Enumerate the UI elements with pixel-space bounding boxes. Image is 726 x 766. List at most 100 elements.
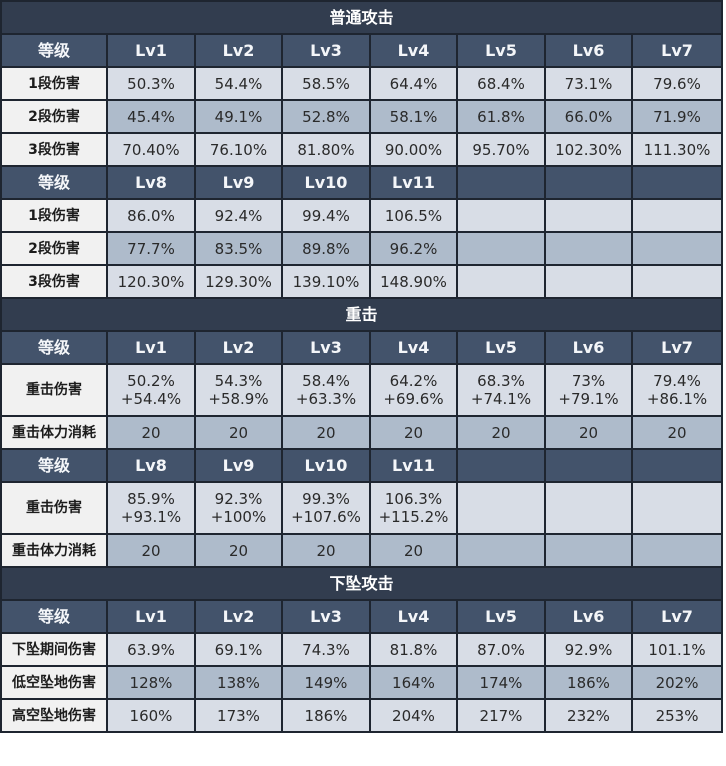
value-cell: 76.10% xyxy=(194,132,283,167)
level-column-header: Lv5 xyxy=(456,599,546,634)
value-cell: 20 xyxy=(456,415,546,450)
base-value: 73% xyxy=(571,372,606,390)
level-header-row: 等级 Lv8 Lv9 Lv10 Lv11 xyxy=(0,448,724,483)
value-cell: 45.4% xyxy=(106,99,196,134)
base-value: 68.3% xyxy=(477,372,525,390)
level-column-header: Lv4 xyxy=(369,330,458,365)
value-cell xyxy=(544,533,633,568)
extra-value: +69.6% xyxy=(383,390,444,408)
value-cell: 149% xyxy=(281,665,371,700)
value-cell: 79.6% xyxy=(630,66,724,101)
row-label: 3段伤害 xyxy=(0,132,108,167)
value-cell: 186% xyxy=(544,665,633,700)
level-column-header: Lv3 xyxy=(281,599,371,634)
value-cell: 68.4% xyxy=(456,66,546,101)
section-title-row: 重击 xyxy=(0,297,724,332)
level-header-row: 等级 Lv1 Lv2 Lv3 Lv4 Lv5 Lv6 Lv7 xyxy=(0,330,724,365)
value-cell: 120.30% xyxy=(106,264,196,299)
level-column-header: Lv6 xyxy=(544,33,633,68)
value-cell: 111.30% xyxy=(630,132,724,167)
value-cell: 87.0% xyxy=(456,632,546,667)
value-cell: 164% xyxy=(369,665,458,700)
value-cell: 148.90% xyxy=(369,264,458,299)
level-column-header: Lv9 xyxy=(194,165,283,200)
value-cell: 79.4% +86.1% xyxy=(630,363,724,417)
extra-value: +100% xyxy=(210,508,267,526)
value-cell: 128% xyxy=(106,665,196,700)
level-column-header: Lv5 xyxy=(456,33,546,68)
value-cell: 186% xyxy=(281,698,371,733)
level-label-header: 等级 xyxy=(0,330,108,365)
value-cell: 95.70% xyxy=(456,132,546,167)
table-row: 下坠期间伤害 63.9% 69.1% 74.3% 81.8% 87.0% 92.9% 101.… xyxy=(0,632,724,667)
value-cell xyxy=(630,198,724,233)
value-cell: 99.4% xyxy=(281,198,371,233)
value-cell: 77.7% xyxy=(106,231,196,266)
level-header-row: 等级 Lv1 Lv2 Lv3 Lv4 Lv5 Lv6 Lv7 xyxy=(0,33,724,68)
level-column-header: Lv1 xyxy=(106,33,196,68)
table-row: 重击体力消耗 20 20 20 20 20 20 20 xyxy=(0,415,724,450)
level-header-row: 等级 Lv1 Lv2 Lv3 Lv4 Lv5 Lv6 Lv7 xyxy=(0,599,724,634)
value-cell xyxy=(630,264,724,299)
level-column-header: Lv4 xyxy=(369,599,458,634)
value-cell: 102.30% xyxy=(544,132,633,167)
row-label: 下坠期间伤害 xyxy=(0,632,108,667)
value-cell: 20 xyxy=(194,533,283,568)
row-label: 1段伤害 xyxy=(0,66,108,101)
table-row: 2段伤害 77.7% 83.5% 89.8% 96.2% xyxy=(0,231,724,266)
section-title-row: 下坠攻击 xyxy=(0,566,724,601)
value-cell: 20 xyxy=(544,415,633,450)
value-cell: 173% xyxy=(194,698,283,733)
extra-value: +58.9% xyxy=(208,390,269,408)
value-cell: 58.1% xyxy=(369,99,458,134)
section-title: 重击 xyxy=(0,297,724,332)
value-cell xyxy=(456,264,546,299)
value-cell: 174% xyxy=(456,665,546,700)
value-cell xyxy=(544,264,633,299)
row-label: 低空坠地伤害 xyxy=(0,665,108,700)
table-row: 重击伤害 85.9% +93.1% 92.3% +100% 99.3% +107.6% 106… xyxy=(0,481,724,535)
level-column-header: Lv1 xyxy=(106,599,196,634)
level-column-header: Lv10 xyxy=(281,165,371,200)
level-column-header xyxy=(630,448,724,483)
value-cell: 92.3% +100% xyxy=(194,481,283,535)
value-cell: 89.8% xyxy=(281,231,371,266)
level-column-header xyxy=(544,448,633,483)
level-column-header: Lv7 xyxy=(630,330,724,365)
value-cell: 85.9% +93.1% xyxy=(106,481,196,535)
value-cell: 68.3% +74.1% xyxy=(456,363,546,417)
level-column-header xyxy=(544,165,633,200)
row-label: 重击伤害 xyxy=(0,363,108,417)
value-cell xyxy=(544,481,633,535)
value-cell: 63.9% xyxy=(106,632,196,667)
value-cell: 49.1% xyxy=(194,99,283,134)
base-value: 58.4% xyxy=(302,372,350,390)
section-title-row: 普通攻击 xyxy=(0,0,724,35)
base-value: 99.3% xyxy=(302,490,350,508)
base-value: 54.3% xyxy=(214,372,263,390)
section-title: 普通攻击 xyxy=(0,0,724,35)
level-column-header: Lv1 xyxy=(106,330,196,365)
value-cell: 50.3% xyxy=(106,66,196,101)
level-column-header: Lv7 xyxy=(630,599,724,634)
level-label-header: 等级 xyxy=(0,599,108,634)
table-row: 3段伤害 70.40% 76.10% 81.80% 90.00% 95.70% 102.30… xyxy=(0,132,724,167)
level-label-header: 等级 xyxy=(0,33,108,68)
base-value: 92.3% xyxy=(214,490,263,508)
value-cell: 160% xyxy=(106,698,196,733)
value-cell: 61.8% xyxy=(456,99,546,134)
value-cell: 20 xyxy=(369,533,458,568)
value-cell: 54.4% xyxy=(194,66,283,101)
value-cell xyxy=(456,533,546,568)
value-cell: 58.5% xyxy=(281,66,371,101)
value-cell: 139.10% xyxy=(281,264,371,299)
level-column-header: Lv6 xyxy=(544,330,633,365)
row-label: 重击体力消耗 xyxy=(0,533,108,568)
value-cell: 71.9% xyxy=(630,99,724,134)
value-cell: 96.2% xyxy=(369,231,458,266)
row-label: 3段伤害 xyxy=(0,264,108,299)
value-cell: 106.3% +115.2% xyxy=(369,481,458,535)
base-value: 106.3% xyxy=(384,490,443,508)
level-label-header: 等级 xyxy=(0,448,108,483)
value-cell xyxy=(630,231,724,266)
